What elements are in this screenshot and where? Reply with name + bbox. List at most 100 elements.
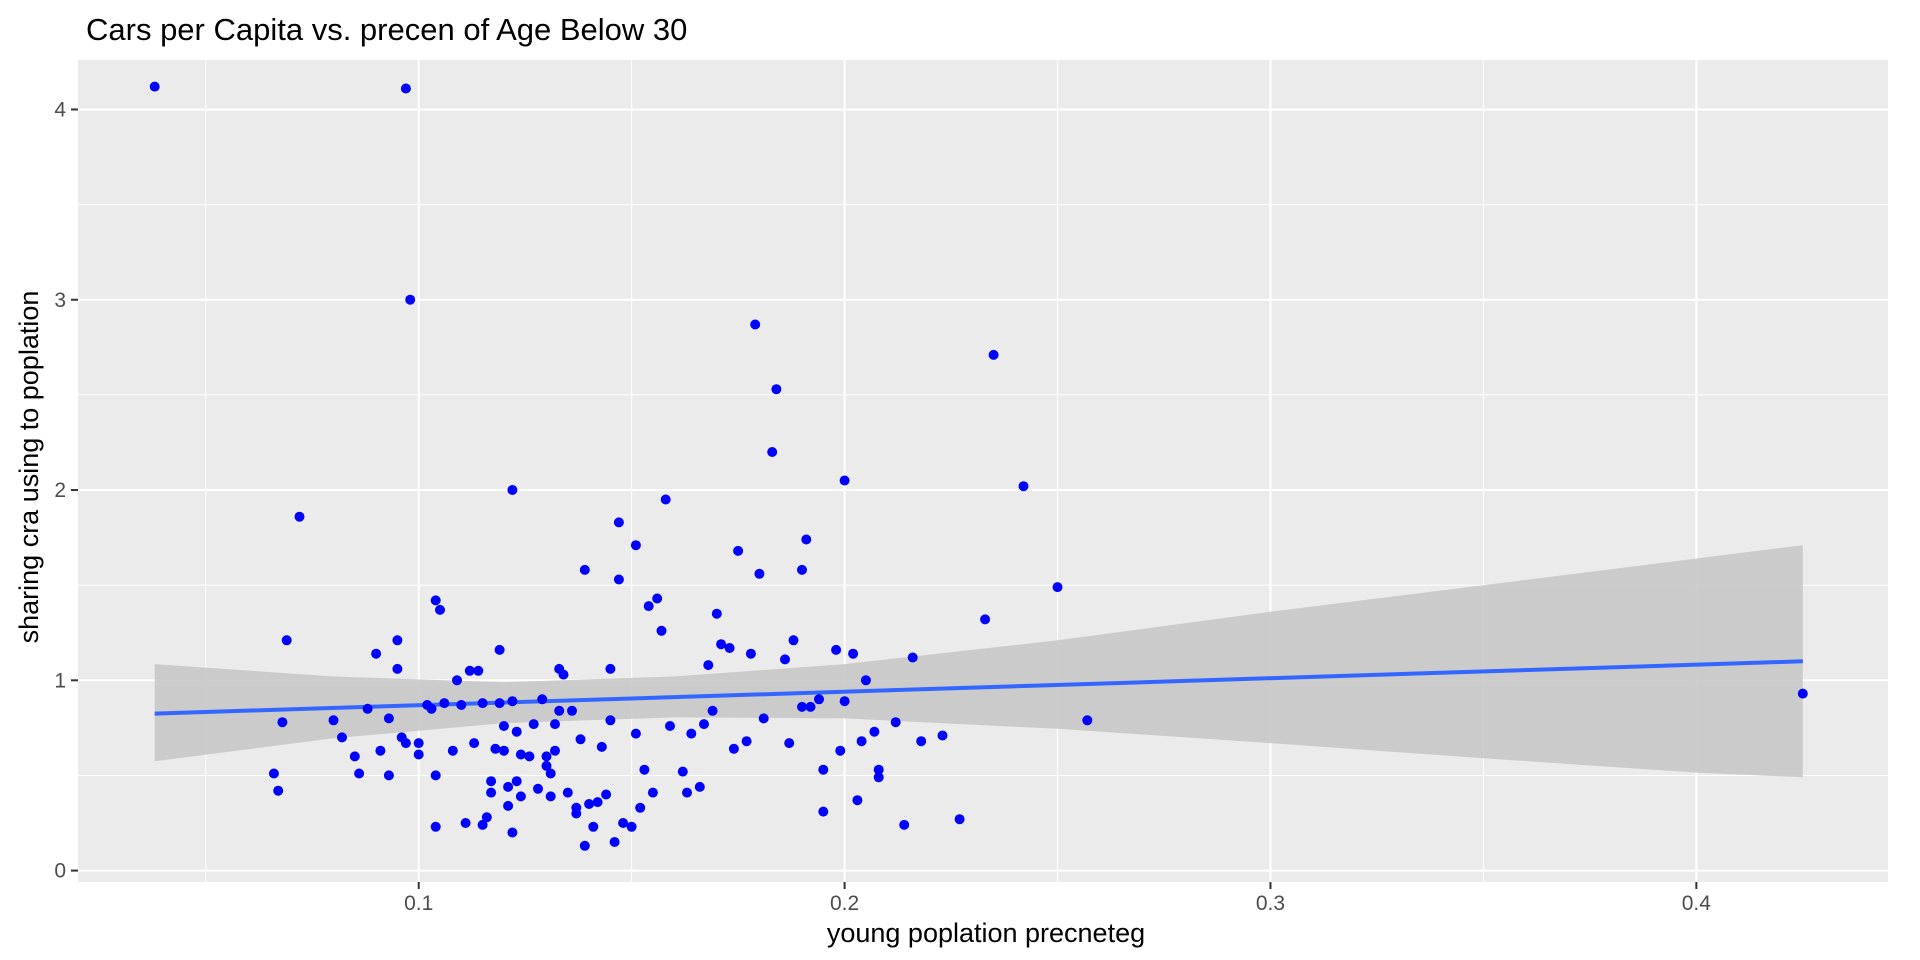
data-point [848, 648, 859, 659]
data-point [494, 698, 505, 709]
data-point [149, 81, 160, 92]
data-point [469, 738, 480, 749]
x-tick-label: 0.4 [1682, 892, 1712, 915]
data-point [337, 732, 347, 743]
data-point [754, 568, 765, 579]
data-point [354, 768, 365, 779]
data-point [456, 700, 467, 710]
data-point [413, 749, 424, 760]
data-point [392, 635, 403, 646]
data-point [652, 593, 663, 604]
data-point [477, 698, 488, 709]
data-point [515, 791, 526, 802]
data-point [473, 665, 484, 676]
data-point [486, 776, 497, 787]
y-axis: 0 1 2 3 4 [54, 98, 78, 883]
data-point [430, 595, 441, 606]
data-point [507, 696, 518, 707]
data-point [405, 294, 416, 305]
data-point [954, 814, 965, 825]
data-point [400, 738, 411, 749]
data-point [507, 827, 518, 838]
data-point [498, 721, 509, 731]
data-point [647, 787, 658, 798]
confidence-ribbon [154, 545, 1803, 778]
data-point [362, 703, 373, 714]
data-point [558, 669, 569, 680]
data-point [797, 701, 807, 712]
x-axis: 0.1 0.2 0.3 0.4 [404, 882, 1711, 915]
data-point [716, 639, 727, 650]
data-point [873, 772, 884, 783]
data-point [554, 705, 565, 716]
data-point [584, 799, 595, 809]
data-point [801, 534, 812, 545]
data-point [439, 698, 450, 709]
data-point [694, 781, 705, 792]
data-point [677, 766, 688, 777]
data-point [571, 808, 582, 819]
data-point [268, 768, 279, 779]
data-point [639, 764, 650, 775]
data-point [618, 818, 629, 828]
data-point [507, 485, 518, 495]
data-point [860, 675, 871, 686]
data-point [805, 701, 816, 712]
data-point [660, 494, 671, 505]
data-point [750, 319, 761, 330]
data-point [613, 517, 624, 528]
data-point [605, 715, 616, 726]
data-point [767, 447, 778, 457]
data-point [839, 696, 850, 707]
data-point [818, 764, 829, 775]
data-point [1082, 715, 1093, 726]
data-point [498, 745, 509, 756]
data-point [579, 564, 590, 575]
data-point [1797, 688, 1808, 699]
data-point [592, 797, 603, 808]
data-point [771, 384, 782, 395]
data-point [613, 574, 624, 585]
y-tick-label: 1 [54, 669, 66, 692]
data-point [294, 511, 305, 522]
data-point [383, 770, 394, 781]
data-point [371, 648, 382, 659]
data-point [430, 821, 441, 832]
data-point [797, 564, 807, 575]
data-point [643, 601, 654, 612]
data-point [630, 728, 641, 739]
data-point [477, 819, 488, 830]
data-point [711, 608, 722, 619]
data-point [567, 705, 577, 716]
data-point [814, 694, 824, 705]
data-point [541, 760, 552, 771]
data-point [562, 787, 573, 798]
data-point [728, 743, 739, 754]
data-point [937, 730, 948, 741]
x-tick-label: 0.3 [1256, 892, 1285, 915]
data-point [550, 745, 560, 756]
data-point [852, 795, 863, 806]
data-point [899, 819, 910, 830]
data-point [818, 806, 829, 817]
data-point [435, 604, 445, 615]
data-point [392, 663, 403, 674]
x-tick-label: 0.2 [830, 892, 859, 915]
data-point [524, 751, 535, 762]
data-point [1052, 582, 1063, 593]
data-point [630, 540, 641, 551]
data-point [635, 802, 646, 813]
data-point [916, 736, 927, 747]
data-point [281, 635, 292, 646]
data-point [515, 749, 526, 760]
data-point [426, 703, 437, 714]
data-point [452, 675, 462, 686]
data-point [486, 787, 497, 798]
data-point [699, 719, 709, 730]
y-tick-label: 4 [54, 98, 66, 121]
data-point [605, 663, 616, 674]
data-point [1018, 481, 1029, 492]
data-point [328, 715, 339, 726]
chart-title: Cars per Capita vs. precen of Age Below … [86, 12, 687, 47]
